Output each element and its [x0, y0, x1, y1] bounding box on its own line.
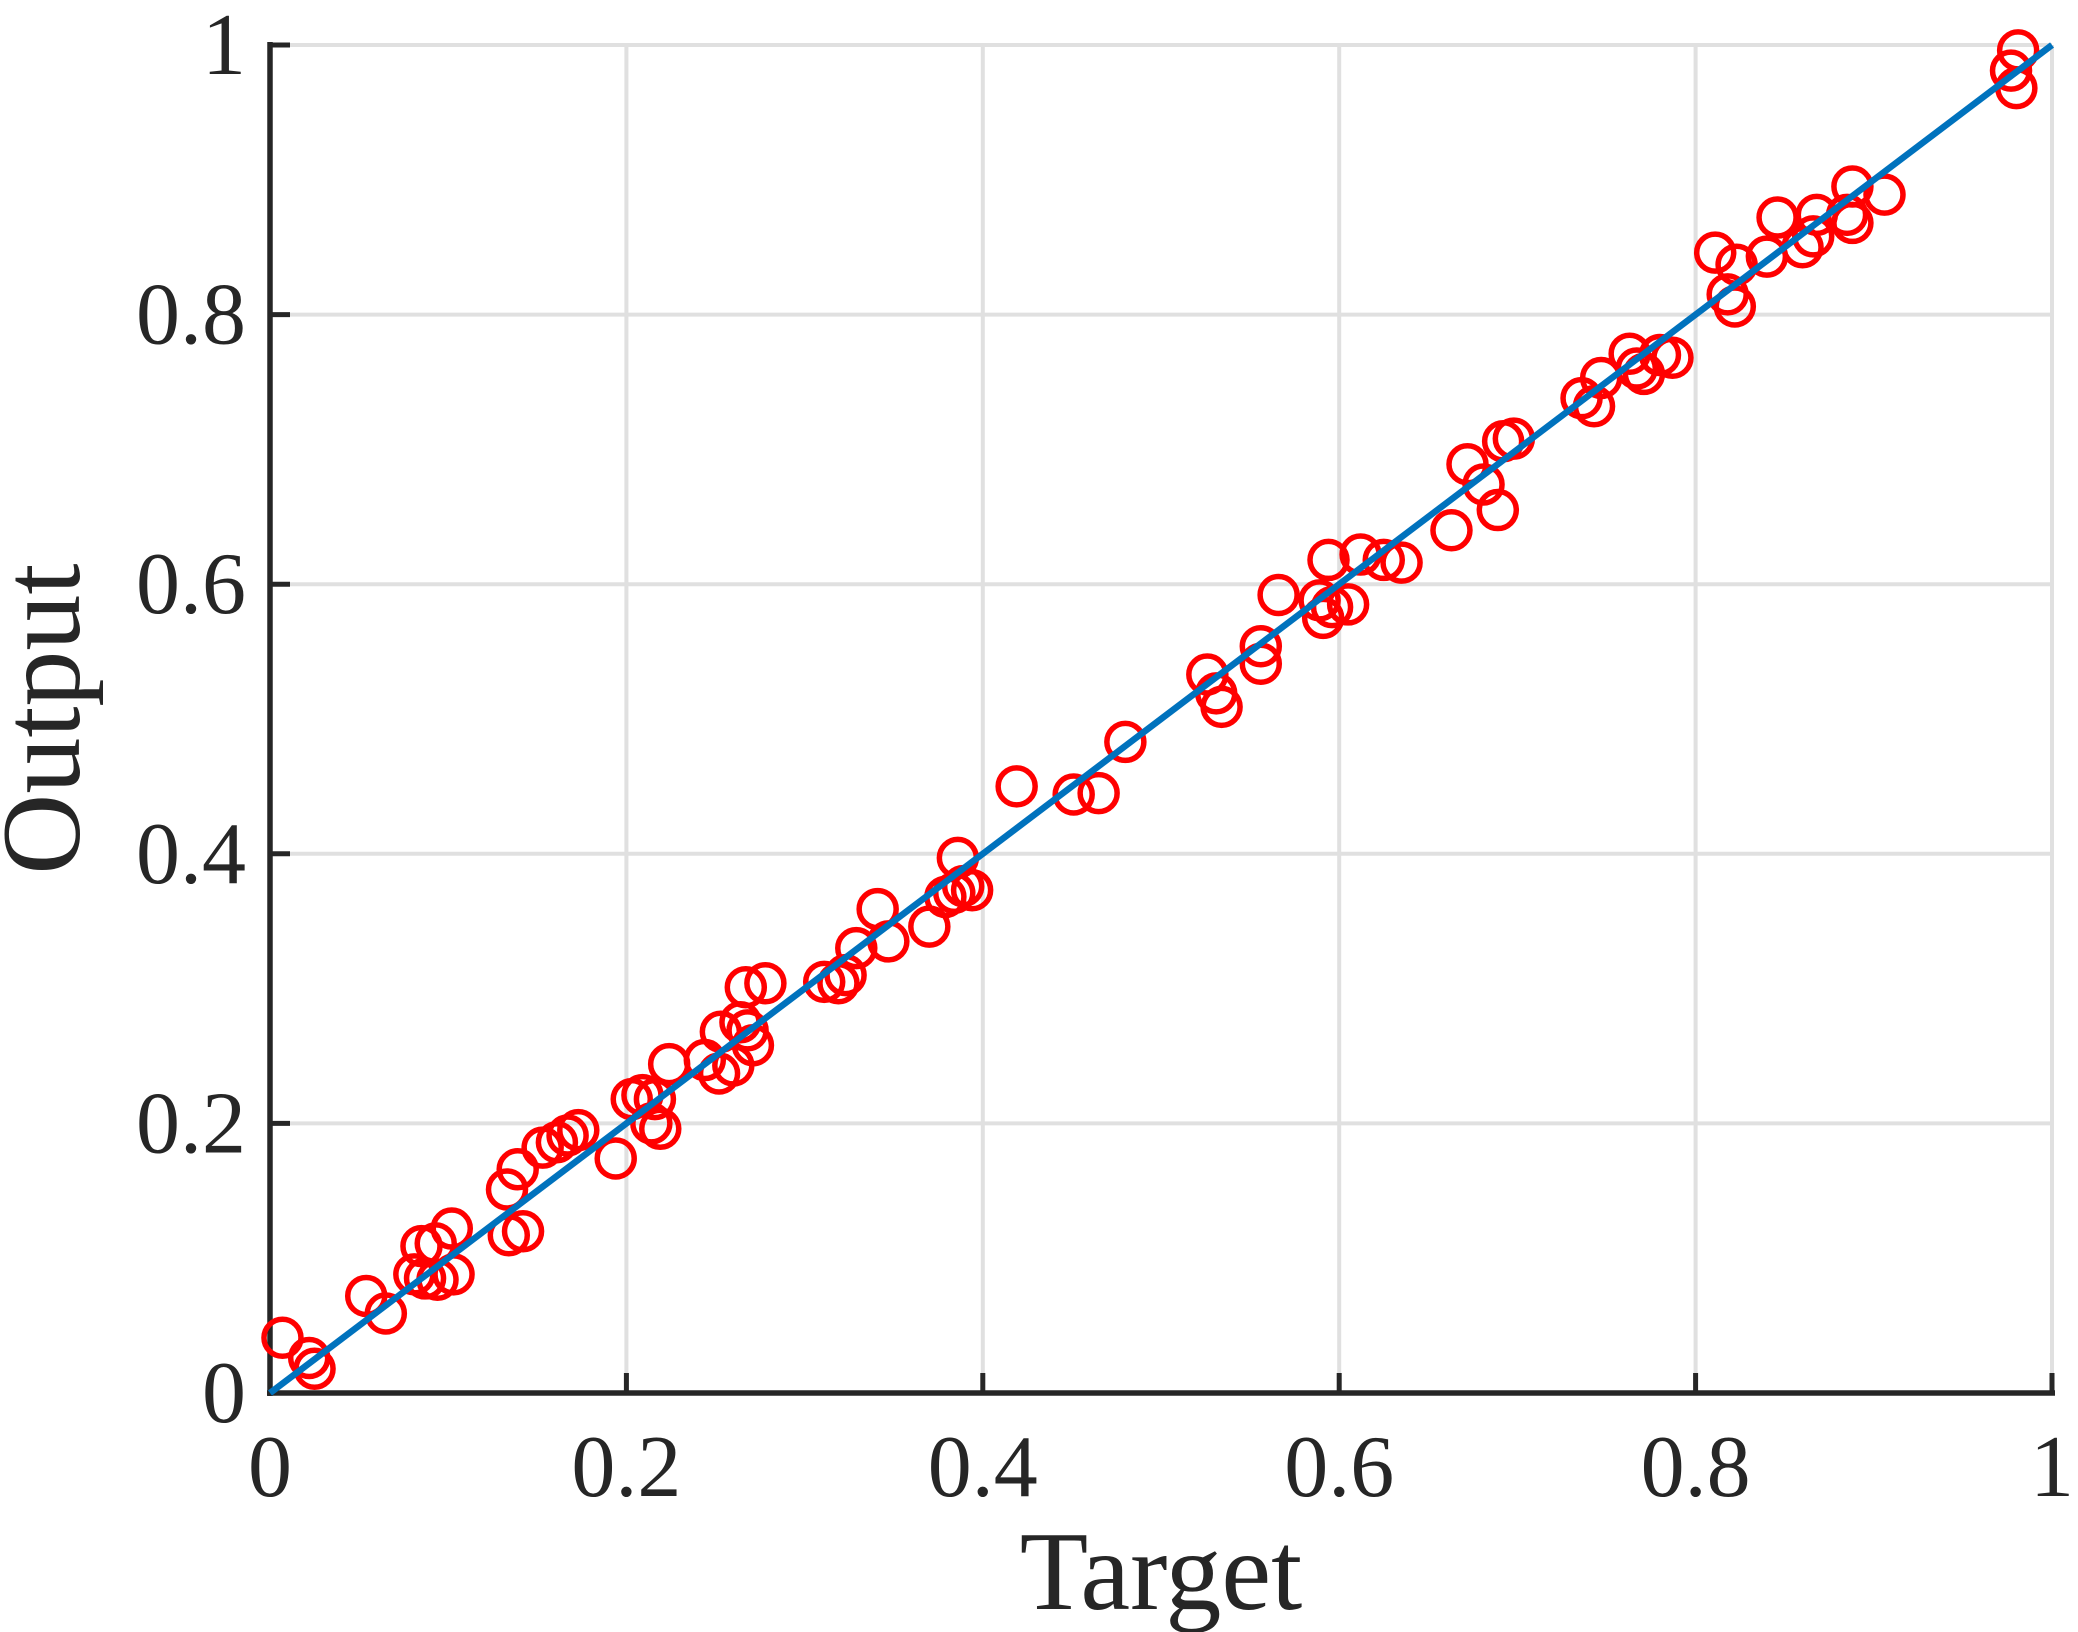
data-point-marker [802, 960, 846, 1004]
data-point-marker [724, 966, 768, 1009]
data-point-marker [1651, 336, 1694, 379]
y-tick-label: 0.4 [136, 806, 246, 903]
data-point-marker [835, 926, 878, 970]
y-tick-label: 0.2 [136, 1075, 246, 1172]
y-tick-label: 0.8 [136, 267, 246, 364]
data-point-marker [744, 961, 787, 1005]
data-point-marker [501, 1209, 545, 1253]
data-point-marker [1077, 771, 1120, 815]
data-point-marker [647, 1042, 691, 1086]
data-point-marker [856, 887, 899, 931]
y-tick-label: 0.6 [136, 536, 246, 633]
data-point-marker [1052, 773, 1095, 816]
data-point-marker [639, 1107, 682, 1151]
data-point-marker [364, 1292, 408, 1335]
x-tick-label: 0.8 [1641, 1419, 1751, 1516]
x-axis-label: Target [1019, 1510, 1303, 1632]
data-point-marker [995, 765, 1038, 808]
data-point-marker [1476, 488, 1520, 532]
data-point-marker [293, 1347, 336, 1390]
y-tick-label: 1 [202, 0, 246, 94]
data-point-marker [1430, 509, 1473, 552]
data-point-marker [594, 1137, 637, 1180]
data-point-marker [430, 1207, 474, 1250]
data-point-marker [1104, 720, 1147, 764]
x-tick-label: 0.6 [1284, 1419, 1394, 1516]
y-tick-label: 0 [202, 1345, 246, 1442]
data-point-marker [1362, 538, 1405, 582]
data-point-marker [261, 1316, 304, 1359]
x-tick-label: 0.4 [928, 1419, 1038, 1516]
x-tick-label: 1 [2030, 1419, 2074, 1516]
x-tick-label: 0.2 [571, 1419, 681, 1516]
data-point-marker [485, 1168, 529, 1211]
data-point-marker [1257, 573, 1300, 617]
data-point-marker [1326, 583, 1370, 626]
data-point-marker [496, 1147, 539, 1191]
data-point-marker [1307, 538, 1350, 582]
data-point-marker [1863, 173, 1906, 216]
data-point-marker [557, 1108, 600, 1152]
y-axis-label: Output [0, 563, 104, 875]
x-tick-label: 0 [248, 1419, 292, 1516]
data-point-marker [1693, 231, 1737, 274]
data-point-marker [1239, 624, 1283, 668]
identity-line [268, 42, 2054, 1396]
data-point-marker [1380, 541, 1423, 584]
data-point-marker [633, 1077, 677, 1121]
data-point-marker [1200, 685, 1243, 729]
data-point-marker [1989, 49, 2033, 92]
